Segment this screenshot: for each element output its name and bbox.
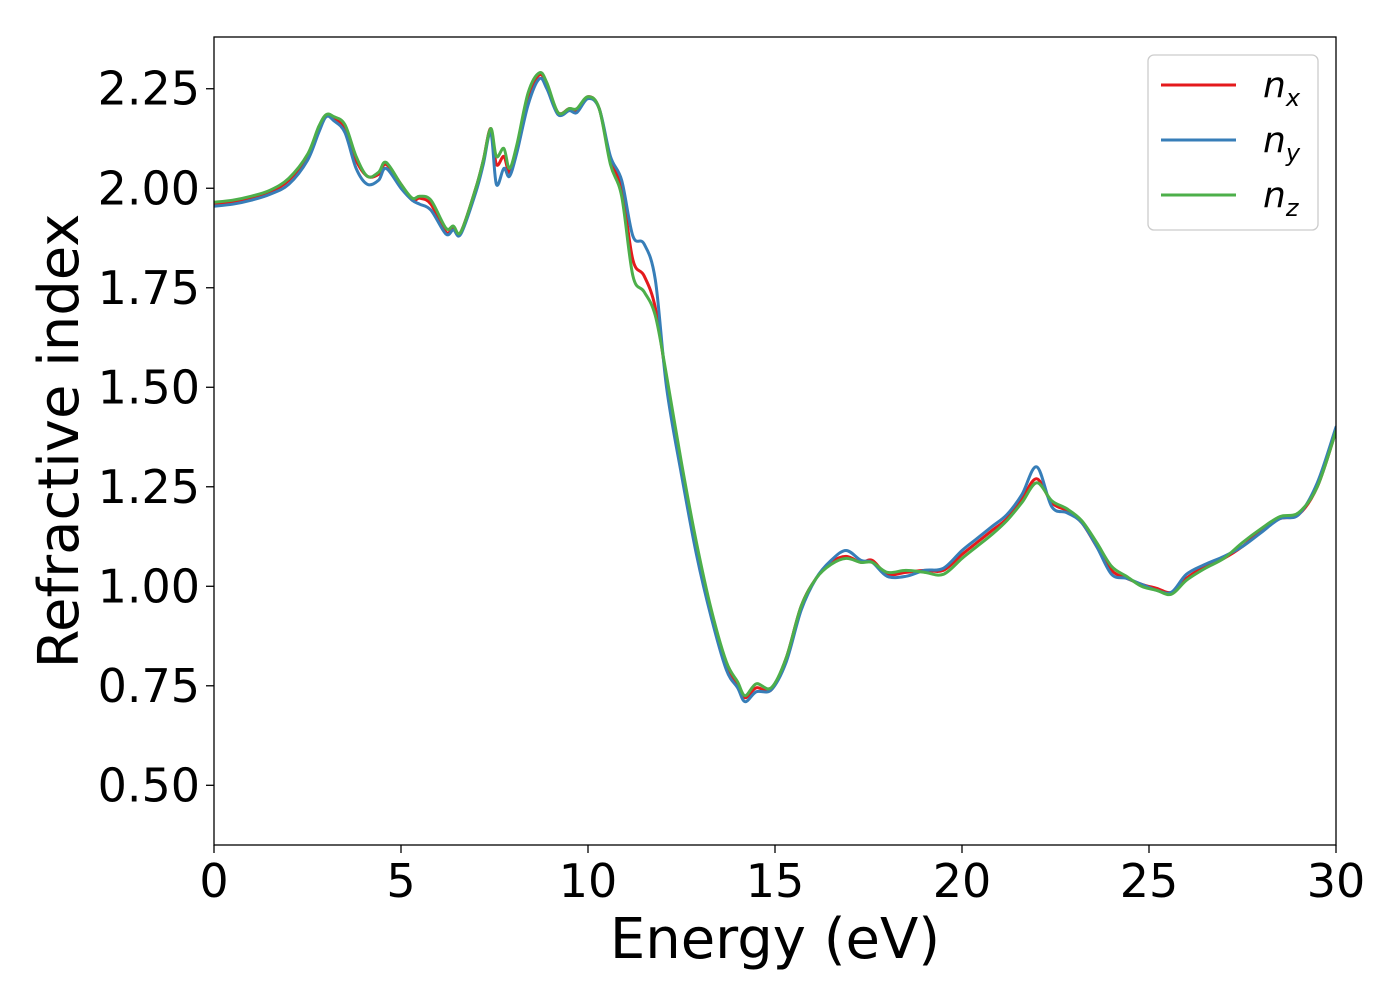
plot-area [214,71,1336,704]
y-tick-label: 2.00 [98,161,200,215]
x-tick-label: 10 [559,854,618,908]
y-tick-label: 1.75 [98,261,200,315]
y-tick-label: 2.25 [98,62,200,116]
axes: 0 5 10 15 20 25 30 0.50 0.75 1.00 1.25 1.50 1.75 2.00… [98,36,1366,908]
x-axis-label: Energy (eV) [610,907,940,972]
y-tick-label: 1.00 [98,559,200,613]
x-tick-label: 30 [1307,854,1366,908]
series-line-ny [214,76,1336,704]
legend: nx ny nz [1147,54,1319,231]
series-lines [214,71,1336,704]
y-tick-label: 0.75 [98,659,200,713]
y-tick-label: 0.50 [98,758,200,812]
y-axis-label: Refractive index [27,214,92,669]
legend-label-nz: nz [1263,175,1300,222]
x-tick-label: 20 [933,854,992,908]
y-tick-label: 1.50 [98,360,200,414]
x-tick-label: 5 [386,854,415,908]
x-tick-label: 15 [746,854,805,908]
y-tick-label: 1.25 [98,460,200,514]
x-tick-label: 0 [199,854,228,908]
legend-box [1147,54,1319,231]
legend-label-nx: nx [1263,65,1301,112]
legend-label-ny: ny [1263,120,1301,167]
x-tick-label: 25 [1120,854,1179,908]
series-line-nz [214,71,1336,698]
